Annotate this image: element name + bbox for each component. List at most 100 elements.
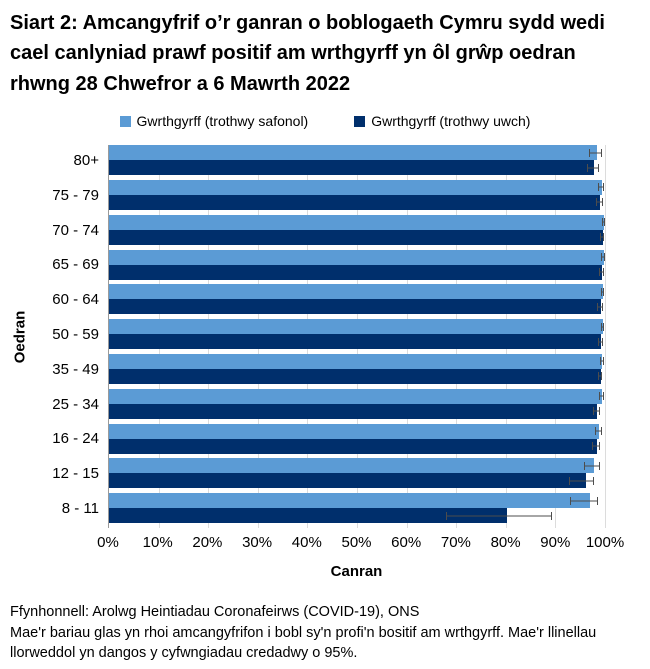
error-bar-cap-right — [596, 496, 598, 505]
bar-group-12 - 15 — [109, 458, 605, 493]
y-axis-title-column: Oedran — [0, 145, 40, 528]
bar-standard-threshold — [109, 458, 594, 474]
error-bar — [597, 372, 602, 381]
error-bar-cap-right — [603, 253, 605, 262]
bar-group-50 - 59 — [109, 319, 605, 354]
error-bar-line — [595, 430, 602, 432]
error-bar-line — [600, 360, 604, 362]
error-bar-cap-left — [568, 476, 570, 485]
chart-area: Oedran 80+ 75 - 79 70 - 74 65 - 69 60 - 64 50… — [0, 145, 650, 529]
error-bar-line — [568, 480, 594, 482]
bar-row-standard — [109, 423, 605, 439]
error-bar-line — [598, 271, 604, 273]
error-bar-line — [588, 152, 602, 154]
error-bar — [598, 337, 603, 346]
error-bar — [597, 302, 603, 311]
y-axis-label: 8 - 11 — [61, 500, 99, 518]
error-bar-cap-right — [602, 268, 604, 277]
error-bar — [595, 427, 602, 436]
y-axis-labels: 80+ 75 - 79 70 - 74 65 - 69 60 - 64 50 - 59 35… — [40, 145, 108, 528]
error-bar-line — [591, 445, 601, 447]
x-tick-label: 80% — [490, 534, 521, 552]
bar-group-25 - 34 — [109, 388, 605, 424]
error-bar — [598, 392, 604, 401]
error-bar-line — [600, 236, 605, 238]
bar-row-standard — [109, 458, 605, 474]
error-bar — [601, 218, 605, 227]
legend-item-higher: Gwrthgyrff (trothwy uwch) — [354, 113, 530, 129]
legend-item-standard: Gwrthgyrff (trothwy safonol) — [119, 113, 308, 129]
bar-higher-threshold — [109, 368, 601, 384]
error-bar-cap-left — [600, 233, 602, 242]
error-bar — [583, 461, 601, 470]
bar-group-65 - 69 — [109, 249, 605, 285]
bar-row-higher — [109, 403, 605, 419]
error-bar-cap-right — [597, 163, 599, 172]
bar-higher-threshold — [109, 194, 601, 210]
error-bar-line — [583, 465, 601, 467]
bar-row-higher — [109, 194, 605, 210]
legend-label-higher: Gwrthgyrff (trothwy uwch) — [371, 113, 531, 130]
x-tick-label: 60% — [391, 534, 422, 552]
bar-row-higher — [109, 438, 605, 454]
error-bar-cap-left — [592, 407, 594, 416]
error-bar-cap-left — [446, 511, 448, 520]
x-tick-label: 90% — [540, 534, 571, 552]
error-bar-cap-left — [598, 392, 600, 401]
bar-higher-threshold — [109, 264, 602, 280]
source-text: Ffynhonnell: Arolwg Heintiadau Coronafei… — [10, 604, 420, 621]
error-bar-cap-left — [569, 496, 571, 505]
bar-row-higher — [109, 368, 605, 384]
error-bar-line — [600, 256, 605, 258]
bar-standard-threshold — [109, 145, 597, 161]
error-bar-line — [595, 201, 603, 203]
bar-group-35 - 49 — [109, 353, 605, 389]
y-axis-label: 35 - 49 — [52, 360, 99, 378]
error-bar-cap-right — [600, 427, 602, 436]
bar-higher-threshold — [109, 508, 507, 524]
error-bar-cap-left — [600, 253, 602, 262]
error-bar — [446, 511, 552, 520]
error-bar — [569, 496, 598, 505]
error-bar-cap-left — [595, 198, 597, 207]
error-bar — [595, 198, 603, 207]
error-bar-cap-left — [586, 163, 588, 172]
error-bar-line — [592, 410, 600, 412]
error-bar-cap-left — [595, 427, 597, 436]
legend-swatch-standard-icon — [119, 115, 131, 127]
x-tick-label: 10% — [142, 534, 173, 552]
error-bar-cap-right — [602, 183, 604, 192]
bar-higher-threshold — [109, 403, 597, 419]
y-axis-label: 25 - 34 — [52, 395, 99, 413]
error-bar-cap-left — [591, 442, 593, 451]
bar-higher-threshold — [109, 299, 602, 315]
bar-higher-threshold — [109, 473, 587, 489]
bar-standard-threshold — [109, 493, 591, 509]
error-bar-cap-right — [601, 372, 602, 381]
x-tick-label: 40% — [291, 534, 322, 552]
bar-row-higher — [109, 508, 605, 524]
y-axis-label: 75 - 79 — [52, 186, 99, 204]
error-bar-line — [586, 167, 599, 169]
bar-row-standard — [109, 179, 605, 195]
error-bar-cap-left — [600, 287, 602, 296]
error-bar-cap-right — [598, 407, 600, 416]
bar-row-standard — [109, 145, 605, 161]
error-bar — [588, 148, 602, 157]
bar-row-standard — [109, 319, 605, 335]
bar-row-higher — [109, 229, 605, 245]
error-bar-cap-right — [592, 476, 594, 485]
error-bar-cap-right — [602, 392, 604, 401]
error-bar-cap-left — [588, 148, 590, 157]
legend: Gwrthgyrff (trothwy safonol) Gwrthgyrff … — [0, 111, 650, 131]
bar-standard-threshold — [109, 249, 604, 265]
error-bar-cap-right — [603, 233, 605, 242]
error-bar-cap-left — [600, 322, 602, 331]
bar-group-16 - 24 — [109, 423, 605, 459]
error-bar — [592, 407, 600, 416]
bar-standard-threshold — [109, 319, 603, 335]
error-bar-cap-right — [603, 287, 605, 296]
error-bar-line — [597, 375, 602, 377]
error-bar-line — [598, 341, 603, 343]
chart-title: Siart 2: Amcangyfrif o’r ganran o boblog… — [10, 12, 605, 95]
